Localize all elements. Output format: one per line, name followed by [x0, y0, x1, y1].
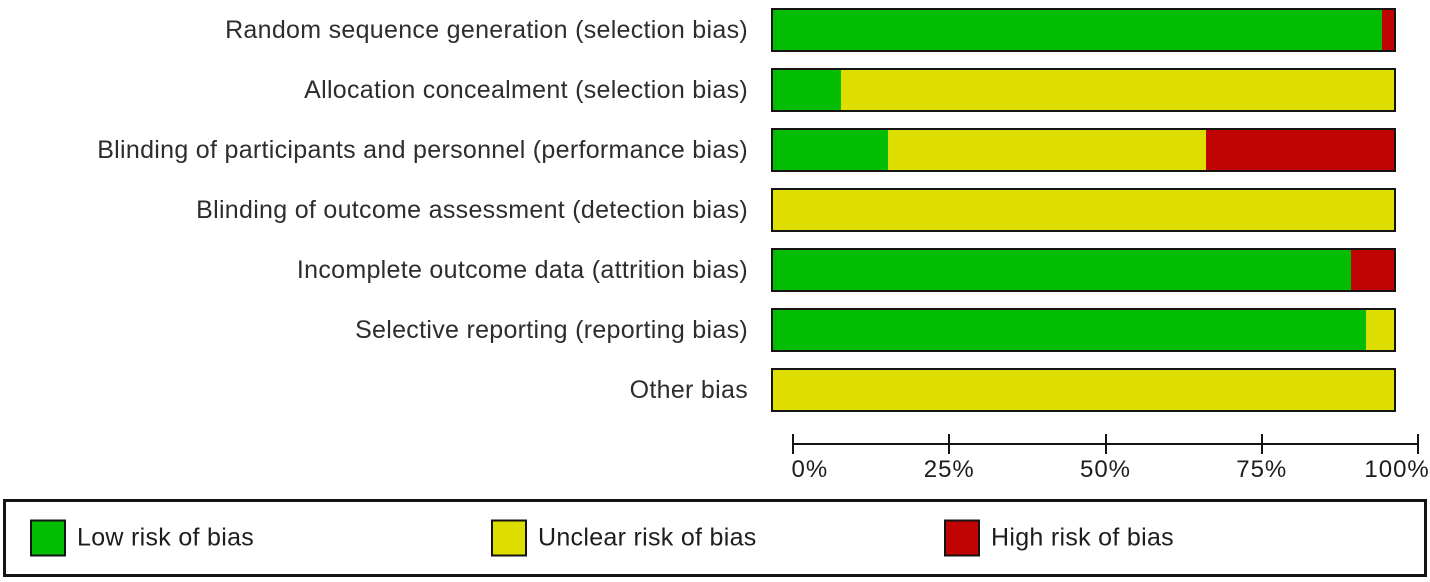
x-axis-tick-label: 0%	[791, 456, 829, 483]
bar-segment-unclear	[773, 370, 1394, 410]
bias-row-label: Selective reporting (reporting bias)	[355, 315, 748, 344]
bias-row-label: Other bias	[629, 375, 748, 404]
bar-segment-high	[1381, 10, 1394, 50]
legend-swatch-low-icon	[30, 519, 66, 557]
bar-segment-low	[773, 250, 1351, 290]
stacked-bar	[771, 308, 1396, 352]
x-axis-tick	[1260, 434, 1263, 454]
bias-row-label: Blinding of outcome assessment (detectio…	[196, 195, 748, 224]
bias-row-label: Allocation concealment (selection bias)	[304, 75, 748, 104]
legend-swatch-high-icon	[944, 519, 980, 557]
stacked-bar	[771, 368, 1396, 412]
bar-segment-low	[773, 130, 888, 170]
x-axis-tick-label: 100%	[1364, 456, 1430, 483]
x-axis: 0% 25% 50% 75% 100%	[791, 429, 1429, 487]
bias-row: Other bias	[0, 360, 1430, 420]
stacked-bar	[771, 8, 1396, 52]
bias-row-label: Blinding of participants and personnel (…	[97, 135, 748, 164]
legend: Low risk of bias Unclear risk of bias High…	[3, 499, 1427, 577]
legend-label-low: Low risk of bias	[77, 523, 255, 552]
legend-label-high: High risk of bias	[991, 523, 1174, 552]
x-axis-tick	[1417, 434, 1419, 454]
bias-row-label: Incomplete outcome data (attrition bias)	[296, 255, 748, 284]
bar-segment-low	[773, 10, 1382, 50]
legend-item-high: High risk of bias	[944, 519, 1174, 557]
stacked-bar	[771, 248, 1396, 292]
x-axis-tick-label: 50%	[1079, 456, 1132, 483]
bias-row: Blinding of outcome assessment (detectio…	[0, 180, 1430, 240]
stacked-bar	[771, 128, 1396, 172]
stacked-bar	[771, 68, 1396, 112]
stacked-bar	[771, 188, 1396, 232]
x-axis-tick	[1104, 434, 1107, 454]
x-axis-tick	[948, 434, 951, 454]
x-axis-tick-label: 25%	[923, 456, 975, 483]
bar-segment-high	[1205, 130, 1394, 170]
legend-label-unclear: Unclear risk of bias	[538, 523, 757, 552]
bias-row: Allocation concealment (selection bias)	[0, 60, 1430, 120]
bar-segment-low	[773, 70, 842, 110]
bias-row: Random sequence generation (selection bi…	[0, 0, 1430, 60]
chart-rows: Random sequence generation (selection bi…	[0, 0, 1430, 420]
bias-row: Blinding of participants and personnel (…	[0, 120, 1430, 180]
x-axis-tick	[792, 434, 794, 454]
bar-segment-unclear	[887, 130, 1206, 170]
bar-segment-unclear	[841, 70, 1394, 110]
legend-item-low: Low risk of bias	[30, 519, 255, 557]
bar-segment-low	[773, 310, 1367, 350]
legend-item-unclear: Unclear risk of bias	[491, 519, 757, 557]
bias-row-label: Random sequence generation (selection bi…	[225, 15, 748, 44]
bar-segment-unclear	[773, 190, 1394, 230]
legend-swatch-unclear-icon	[491, 519, 527, 557]
bias-row: Selective reporting (reporting bias)	[0, 300, 1430, 360]
bias-row: Incomplete outcome data (attrition bias)	[0, 240, 1430, 300]
bar-segment-high	[1350, 250, 1394, 290]
x-axis-tick-label: 75%	[1236, 456, 1288, 483]
bar-segment-unclear	[1366, 310, 1394, 350]
